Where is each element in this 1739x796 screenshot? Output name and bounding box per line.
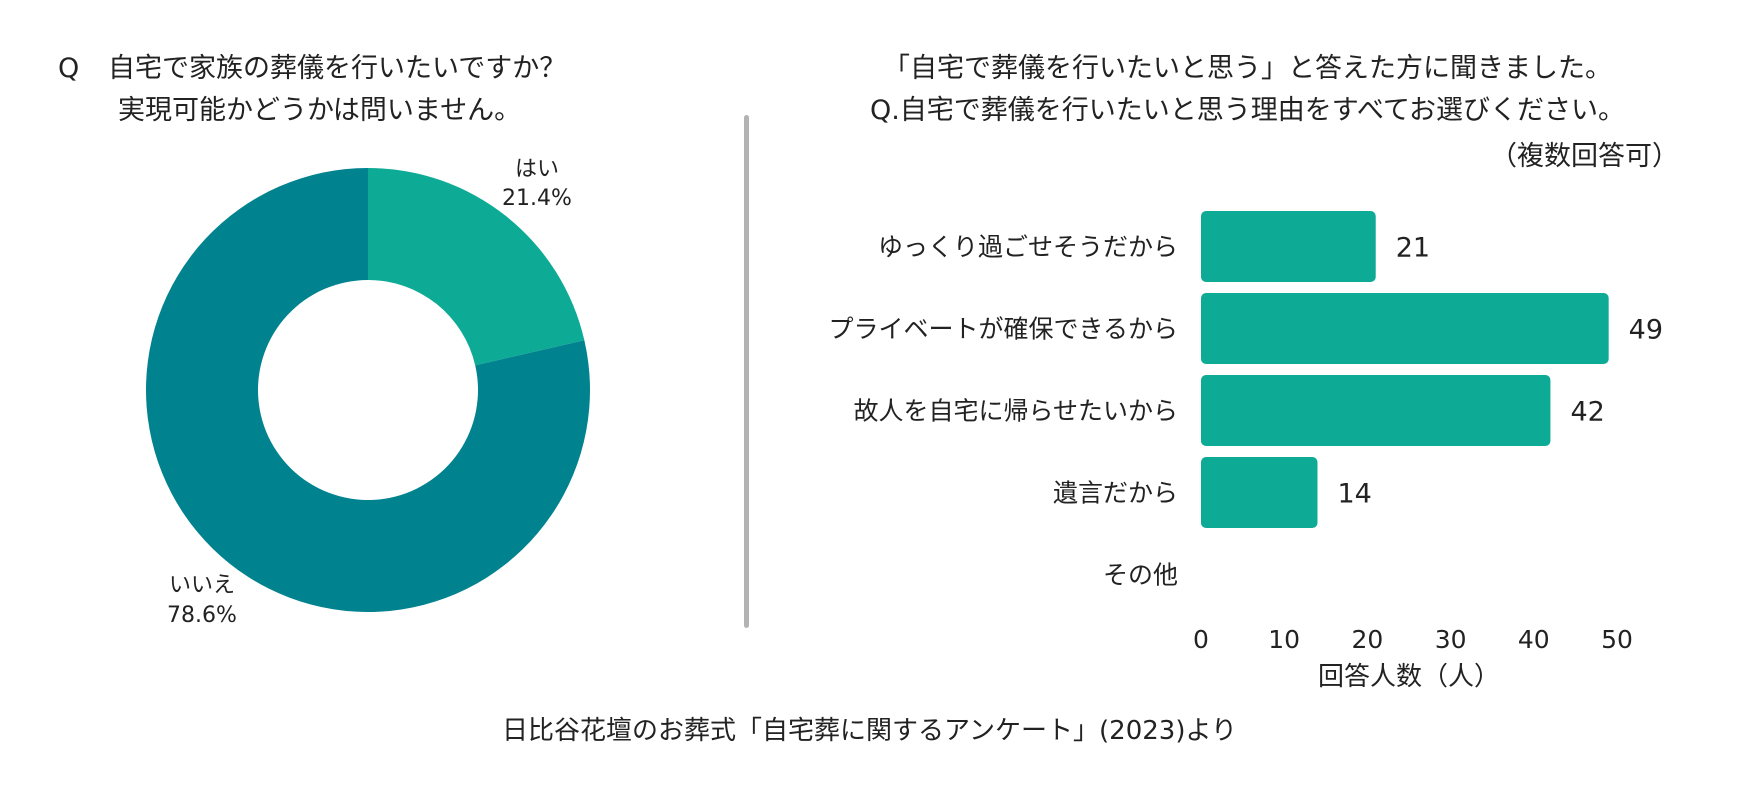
panel-divider bbox=[744, 115, 749, 628]
bar-category-label: 遺言だから bbox=[1053, 479, 1178, 508]
x-tick-label: 20 bbox=[1351, 625, 1383, 654]
bar-category-label: 故人を自宅に帰らせたいから bbox=[853, 397, 1178, 426]
bar-3 bbox=[1201, 457, 1318, 528]
multiple-answer-note: （複数回答可） bbox=[1490, 141, 1679, 172]
x-axis-title: 回答人数（人） bbox=[1318, 662, 1500, 692]
x-tick-label: 30 bbox=[1435, 625, 1467, 654]
right-question-line2: Q.自宅で葬儀を行いたいと思う理由をすべてお選びください。 bbox=[869, 95, 1626, 126]
bar-category-label: その他 bbox=[1103, 561, 1178, 590]
bar-category-label: ゆっくり過ごせそうだから bbox=[878, 233, 1178, 262]
bar-0 bbox=[1201, 211, 1376, 282]
left-question-line1: 自宅で家族の葬儀を行いたいですか？ bbox=[108, 53, 567, 84]
x-tick-label: 50 bbox=[1601, 625, 1633, 654]
left-question-line2: 実現可能かどうかは問いません。 bbox=[118, 95, 522, 126]
question-mark: Q bbox=[58, 53, 80, 84]
donut-slice-no bbox=[146, 168, 590, 613]
bar-value-label: 49 bbox=[1629, 315, 1663, 346]
x-tick-label: 10 bbox=[1268, 625, 1300, 654]
donut-label-yes: はい bbox=[515, 157, 559, 182]
right-question-line1: 「自宅で葬儀を行いたいと思う」と答えた方に聞きました。 bbox=[883, 53, 1612, 84]
bar-value-label: 14 bbox=[1337, 479, 1371, 510]
donut-label-no: いいえ bbox=[169, 573, 235, 598]
x-tick-label: 40 bbox=[1518, 625, 1550, 654]
donut-value-yes: 21.4% bbox=[502, 186, 572, 211]
bar-2 bbox=[1201, 375, 1551, 446]
bar-category-label: プライベートが確保できるから bbox=[828, 315, 1178, 344]
donut-slice-yes bbox=[368, 168, 585, 366]
donut-value-no: 78.6% bbox=[167, 603, 237, 628]
bar-value-label: 21 bbox=[1396, 233, 1430, 264]
source-footer: 日比谷花壇のお葬式「自宅葬に関するアンケート」(2023)より bbox=[502, 716, 1237, 746]
bar-1 bbox=[1201, 293, 1609, 364]
right-question: 「自宅で葬儀を行いたいと思う」と答えた方に聞きました。 Q.自宅で葬儀を行いたい… bbox=[800, 48, 1695, 132]
x-tick-label: 0 bbox=[1193, 625, 1209, 654]
bar-value-label: 42 bbox=[1570, 397, 1604, 428]
left-question: Q 自宅で家族の葬儀を行いたいですか？ 実現可能かどうかは問いません。 bbox=[58, 48, 566, 132]
